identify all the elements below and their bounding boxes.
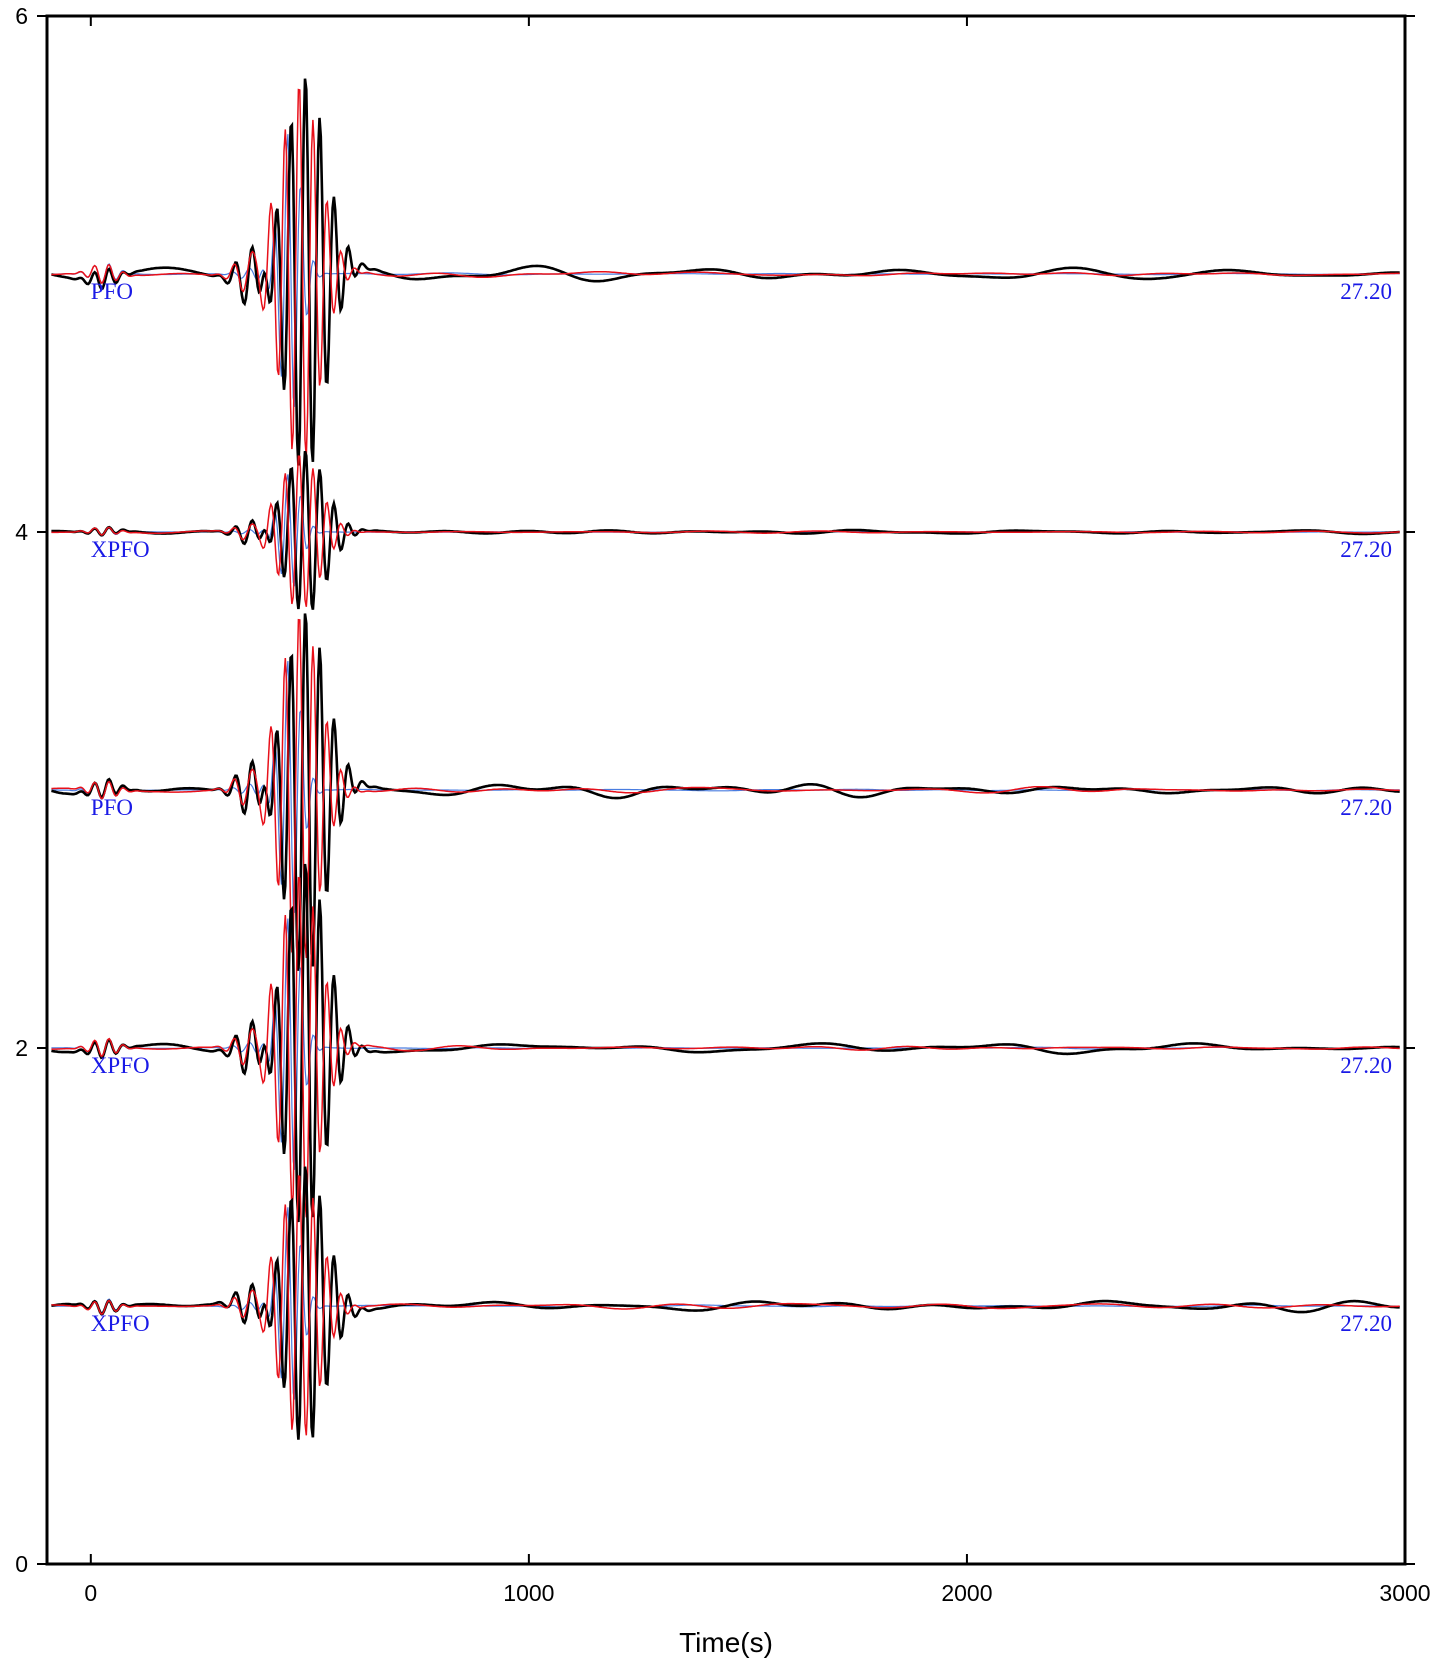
trace-station-label: PFO: [91, 279, 133, 304]
trace-group: [51, 78, 1400, 466]
y-tick-label: 4: [15, 519, 28, 545]
trace-station-label: XPFO: [91, 1053, 150, 1078]
x-tick-label: 3000: [1379, 1580, 1430, 1606]
trace-observed: [51, 78, 1400, 466]
trace-value-label: 27.20: [1340, 279, 1392, 304]
trace-group: [51, 450, 1400, 610]
trace-station-label: XPFO: [91, 537, 150, 562]
trace-group: [51, 613, 1400, 971]
trace-synthetic-red: [51, 88, 1400, 458]
trace-value-label: 27.20: [1340, 1311, 1392, 1336]
trace-group: [51, 1166, 1400, 1440]
trace-group: [51, 863, 1400, 1223]
trace-synthetic-red: [51, 876, 1400, 1218]
y-tick-label: 2: [15, 1035, 28, 1061]
trace-value-label: 27.20: [1340, 537, 1392, 562]
ticks-layer: 0 1000 2000 3000 0 2 4 6: [15, 3, 1430, 1606]
x-tick-label: 2000: [941, 1580, 992, 1606]
x-tick-label: 0: [84, 1580, 97, 1606]
x-axis-title: Time(s): [679, 1627, 773, 1658]
trace-observed: [51, 613, 1400, 971]
trace-synthetic-red: [51, 1175, 1400, 1436]
trace-labels-layer: PFO 27.20 XPFO 27.20 PFO 27.20 XPFO 27.20 XPFO 27…: [91, 279, 1392, 1336]
trace-observed: [51, 863, 1400, 1223]
trace-value-label: 27.20: [1340, 1053, 1392, 1078]
trace-observed: [51, 450, 1400, 610]
traces-layer: [51, 78, 1400, 1440]
trace-synthetic-blue: [51, 474, 1400, 587]
trace-synthetic-red: [51, 455, 1400, 607]
trace-synthetic-red: [51, 618, 1400, 959]
plot-frame: [45, 14, 1407, 1566]
trace-station-label: PFO: [91, 795, 133, 820]
trace-synthetic-blue: [51, 918, 1400, 1170]
y-tick-label: 6: [15, 3, 28, 29]
x-tick-label: 1000: [503, 1580, 554, 1606]
trace-value-label: 27.20: [1340, 795, 1392, 820]
trace-observed: [51, 1166, 1400, 1440]
trace-station-label: XPFO: [91, 1311, 150, 1336]
trace-synthetic-blue: [51, 1207, 1400, 1400]
y-tick-label: 0: [15, 1551, 28, 1577]
